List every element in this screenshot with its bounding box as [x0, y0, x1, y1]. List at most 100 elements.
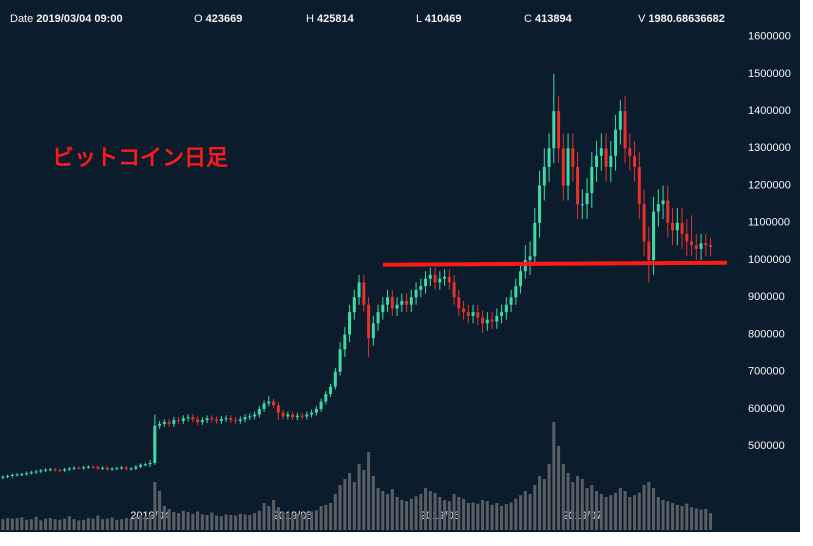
candle-body	[585, 193, 589, 205]
volume-bar	[191, 513, 195, 530]
volume-bar	[172, 512, 176, 530]
volume-bar	[276, 507, 280, 530]
volume-bar	[200, 514, 204, 530]
candle-body	[1, 476, 5, 478]
volume-bar	[618, 488, 622, 530]
candle-body	[604, 148, 608, 167]
candle-body	[181, 418, 185, 421]
volume-bar	[457, 497, 461, 530]
volume-bar	[576, 476, 580, 530]
volume-bar	[371, 476, 375, 530]
header-item: L 410469	[416, 13, 462, 25]
candle-body	[419, 286, 423, 290]
candle-body	[276, 405, 280, 413]
candle-body	[210, 418, 214, 420]
volume-bar	[409, 498, 413, 530]
volume-bar	[129, 518, 133, 530]
volume-bar	[72, 519, 76, 530]
volume-bar	[15, 518, 19, 530]
candle-body	[310, 412, 314, 415]
volume-bar	[447, 501, 451, 530]
volume-bar	[210, 512, 214, 530]
volume-bar	[96, 515, 100, 530]
candle-body	[238, 419, 242, 421]
candle-body	[414, 289, 418, 298]
y-tick-label: 800000	[748, 328, 785, 340]
candle-body	[637, 166, 641, 205]
candle-body	[148, 462, 152, 465]
volume-bar	[471, 502, 475, 530]
volume-bar	[590, 485, 594, 530]
header-value: 1980.68636682	[648, 13, 724, 25]
volume-bar	[386, 494, 390, 530]
candle-body	[438, 278, 442, 283]
volume-bar	[272, 500, 276, 530]
candle-body	[699, 243, 703, 249]
candle-body	[533, 222, 537, 257]
support-line	[382, 260, 728, 267]
volume-bar	[286, 512, 290, 530]
candle-body	[186, 417, 190, 419]
volume-bar	[229, 515, 233, 530]
candle-body	[101, 467, 105, 469]
candle-body	[590, 166, 594, 194]
candle-body	[196, 419, 200, 423]
volume-bar	[443, 500, 447, 530]
candle-body	[67, 468, 71, 470]
volume-bar	[338, 485, 342, 530]
volume-bar	[348, 473, 352, 530]
volume-bar	[77, 520, 81, 530]
candle-body	[352, 297, 356, 313]
volume-bar	[628, 497, 632, 530]
volume-bar	[253, 513, 257, 530]
candle-body	[452, 282, 456, 298]
volume-bar	[110, 517, 114, 530]
candle-body	[248, 416, 252, 418]
volume-bar	[438, 497, 442, 530]
candle-body	[509, 297, 513, 305]
y-tick-label: 600000	[748, 403, 785, 415]
volume-bar	[357, 464, 361, 530]
header-item: C 413894	[524, 13, 573, 25]
volume-bar	[34, 516, 38, 530]
volume-bar	[481, 500, 485, 530]
candle-body	[305, 414, 309, 417]
volume-bar	[91, 518, 95, 530]
y-tick-label: 900000	[748, 291, 785, 303]
volume-bar	[44, 518, 48, 530]
candle-body	[694, 245, 698, 249]
volume-bar	[680, 506, 684, 530]
volume-bar	[162, 506, 166, 530]
candle-body	[424, 278, 428, 287]
candle-body	[709, 245, 713, 248]
candle-body	[623, 111, 627, 149]
candle-body	[314, 408, 318, 413]
candle-body	[58, 470, 62, 472]
volume-bar	[557, 446, 561, 530]
candle-body	[481, 317, 485, 324]
candle-body	[291, 414, 295, 418]
candle-body	[162, 422, 166, 424]
candle-body	[376, 312, 380, 324]
volume-bar	[647, 482, 651, 530]
volume-bar	[367, 452, 371, 530]
volume-bar	[248, 515, 252, 530]
volume-bar	[523, 491, 527, 530]
volume-bar	[519, 495, 523, 530]
candle-body	[357, 282, 361, 298]
candle-body	[381, 304, 385, 313]
volume-bar	[143, 516, 147, 530]
volume-bar	[281, 512, 285, 530]
volume-bar	[362, 470, 366, 530]
candle-body	[167, 422, 171, 424]
volume-bar	[609, 495, 613, 530]
candle-body	[538, 185, 542, 223]
volume-bar	[528, 494, 532, 530]
header-value: 410469	[425, 13, 462, 25]
candle-body	[547, 148, 551, 167]
candle-body	[86, 466, 90, 468]
candle-body	[500, 312, 504, 316]
candle-body	[158, 423, 162, 426]
candle-body	[272, 401, 276, 406]
volume-bar	[419, 494, 423, 530]
